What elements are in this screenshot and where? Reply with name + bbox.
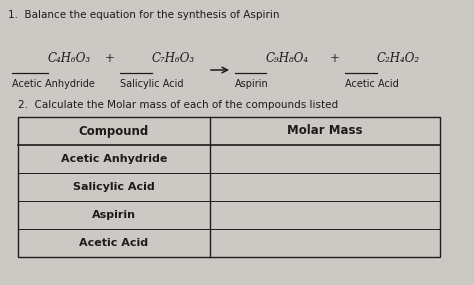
Text: Compound: Compound [79, 125, 149, 137]
Text: Acetic Acid: Acetic Acid [80, 238, 148, 248]
Text: Aspirin: Aspirin [235, 79, 269, 89]
Bar [18, 117, 440, 257]
Text: Acetic Acid: Acetic Acid [345, 79, 399, 89]
Text: Salicylic Acid: Salicylic Acid [120, 79, 183, 89]
Text: Molar Mass: Molar Mass [287, 125, 363, 137]
Text: Acetic Anhydride: Acetic Anhydride [61, 154, 167, 164]
Text: Salicylic Acid: Salicylic Acid [73, 182, 155, 192]
Text: +: + [105, 52, 115, 65]
Text: Acetic Anhydride: Acetic Anhydride [12, 79, 95, 89]
Text: 1.  Balance the equation for the synthesis of Aspirin: 1. Balance the equation for the synthesi… [8, 10, 280, 20]
Text: 2.  Calculate the Molar mass of each of the compounds listed: 2. Calculate the Molar mass of each of t… [18, 100, 338, 110]
Text: +: + [330, 52, 340, 65]
Text: C₇H₆O₃: C₇H₆O₃ [152, 52, 195, 65]
Text: C₄H₆O₃: C₄H₆O₃ [48, 52, 91, 65]
Text: C₂H₄O₂: C₂H₄O₂ [377, 52, 420, 65]
Text: Aspirin: Aspirin [92, 210, 136, 220]
Text: C₉H₈O₄: C₉H₈O₄ [266, 52, 309, 65]
